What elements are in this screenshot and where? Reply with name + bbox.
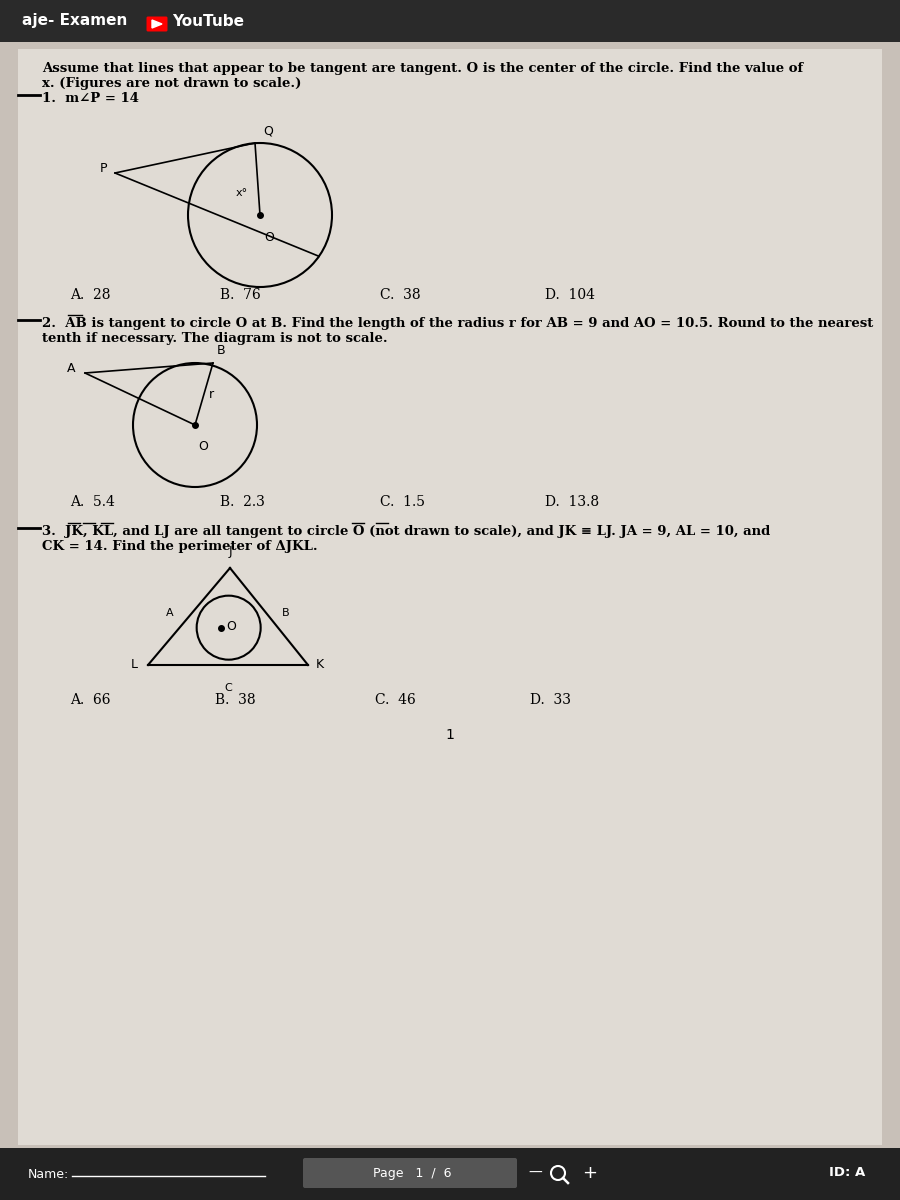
Text: Page   1  /  6: Page 1 / 6 (373, 1166, 451, 1180)
Text: B.  76: B. 76 (220, 288, 261, 302)
Text: A: A (166, 608, 174, 618)
Text: C.  1.5: C. 1.5 (380, 494, 425, 509)
Text: O: O (198, 440, 208, 452)
Text: K: K (316, 659, 324, 672)
FancyBboxPatch shape (18, 49, 882, 1145)
Text: x. (Figures are not drawn to scale.): x. (Figures are not drawn to scale.) (42, 77, 302, 90)
Text: A.  5.4: A. 5.4 (70, 494, 115, 509)
Text: C.  46: C. 46 (375, 692, 416, 707)
Text: Q: Q (263, 124, 273, 137)
Text: ID: A: ID: A (829, 1166, 865, 1180)
Text: x°: x° (236, 188, 248, 198)
FancyBboxPatch shape (303, 1158, 517, 1188)
Text: A.  28: A. 28 (70, 288, 111, 302)
Text: YouTube: YouTube (172, 13, 244, 29)
Text: r: r (209, 389, 214, 402)
Text: J: J (229, 545, 232, 558)
Text: C.  38: C. 38 (380, 288, 420, 302)
Text: 1: 1 (446, 728, 454, 742)
Text: D.  104: D. 104 (545, 288, 595, 302)
Text: +: + (582, 1164, 598, 1182)
Text: tenth if necessary. The diagram is not to scale.: tenth if necessary. The diagram is not t… (42, 332, 388, 346)
Text: O: O (264, 230, 274, 244)
Text: B: B (283, 608, 290, 618)
Text: Assume that lines that appear to be tangent are tangent. O is the center of the : Assume that lines that appear to be tang… (42, 62, 803, 74)
Polygon shape (152, 20, 162, 28)
FancyBboxPatch shape (147, 17, 167, 31)
Text: B: B (217, 344, 226, 358)
Text: D.  13.8: D. 13.8 (545, 494, 599, 509)
FancyBboxPatch shape (0, 0, 900, 42)
Text: CK = 14. Find the perimeter of ΔJKL.: CK = 14. Find the perimeter of ΔJKL. (42, 540, 318, 553)
FancyBboxPatch shape (0, 1148, 900, 1200)
Text: C: C (224, 683, 232, 692)
Text: A.  66: A. 66 (70, 692, 111, 707)
Text: D.  33: D. 33 (530, 692, 571, 707)
Text: 2.  AB is tangent to circle O at B. Find the length of the radius r for AB = 9 a: 2. AB is tangent to circle O at B. Find … (42, 317, 873, 330)
Text: A: A (67, 362, 75, 376)
Text: B.  38: B. 38 (215, 692, 256, 707)
Text: —: — (528, 1166, 542, 1180)
Text: O: O (227, 620, 237, 634)
Text: aje- Examen: aje- Examen (22, 13, 128, 29)
Text: P: P (100, 162, 107, 175)
Text: B.  2.3: B. 2.3 (220, 494, 265, 509)
Text: L: L (131, 659, 138, 672)
Text: 3.  JK, KL, and LJ are all tangent to circle O (not drawn to scale), and JK ≡ LJ: 3. JK, KL, and LJ are all tangent to cir… (42, 526, 770, 538)
Text: Name:: Name: (28, 1168, 69, 1181)
Text: 1.  m∠P = 14: 1. m∠P = 14 (42, 92, 139, 104)
